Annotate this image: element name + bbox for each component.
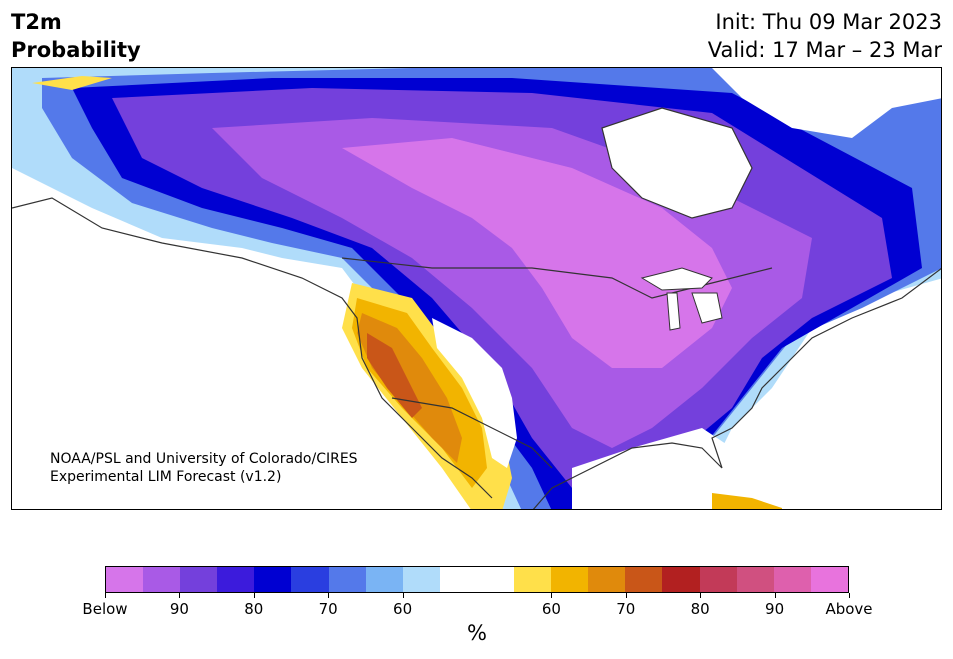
lake-superior bbox=[640, 267, 713, 291]
colorbar-tick-label: 60 bbox=[541, 600, 561, 618]
probability-fields bbox=[12, 68, 941, 509]
colorbar-tick-label: 70 bbox=[318, 600, 338, 618]
colorbar-tick-mark bbox=[551, 593, 553, 598]
field-cuba bbox=[712, 493, 782, 509]
forecast-dates: Init: Thu 09 Mar 2023 Valid: 17 Mar – 23… bbox=[708, 8, 942, 64]
colorbar-swatch bbox=[476, 567, 515, 592]
coastlines-borders bbox=[12, 107, 941, 509]
colorbar-swatch bbox=[291, 567, 329, 592]
forecast-credit: NOAA/PSL and University of Colorado/CIRE… bbox=[50, 450, 358, 486]
colorbar-swatch bbox=[217, 567, 255, 592]
us-mexico-border bbox=[391, 397, 553, 469]
colorbar-swatch bbox=[810, 567, 848, 592]
title-line-quantity: Probability bbox=[11, 38, 141, 62]
credit-line-1: NOAA/PSL and University of Colorado/CIRE… bbox=[50, 451, 358, 467]
colorbar-tick-mark bbox=[105, 593, 106, 598]
init-date: Init: Thu 09 Mar 2023 bbox=[715, 10, 942, 34]
colorbar-swatch bbox=[254, 567, 292, 592]
lake-huron bbox=[691, 292, 723, 324]
colorbar bbox=[105, 566, 849, 593]
colorbar-swatch bbox=[773, 567, 811, 592]
colorbar-swatch bbox=[143, 567, 181, 592]
colorbar-swatch bbox=[736, 567, 774, 592]
colorbar-swatch bbox=[699, 567, 737, 592]
colorbar-swatch bbox=[365, 567, 403, 592]
colorbar-swatch bbox=[180, 567, 218, 592]
field-arctic-white bbox=[712, 68, 941, 138]
field-bering-yellow bbox=[32, 76, 112, 90]
colorbar-tick-mark bbox=[253, 593, 255, 598]
colorbar-tick-label: 90 bbox=[169, 600, 189, 618]
map-panel: NOAA/PSL and University of Colorado/CIRE… bbox=[11, 67, 942, 510]
colorbar-swatch bbox=[106, 567, 144, 592]
colorbar-tick-label: Below bbox=[82, 600, 128, 618]
colorbar-swatch bbox=[551, 567, 589, 592]
us-canada-border bbox=[341, 257, 773, 299]
colorbar-tick-mark bbox=[700, 593, 702, 598]
colorbar-tick-mark bbox=[849, 593, 850, 598]
colorbar-tick-label: 80 bbox=[690, 600, 710, 618]
hudson-bay-coast bbox=[601, 107, 753, 219]
colorbar-swatch bbox=[439, 567, 477, 592]
valid-range: Valid: 17 Mar – 23 Mar bbox=[707, 38, 942, 62]
colorbar-swatch bbox=[625, 567, 663, 592]
lake-michigan bbox=[666, 292, 681, 331]
field-below bbox=[342, 138, 732, 368]
colorbar-tick-label: Above bbox=[825, 600, 873, 618]
colorbar-swatch bbox=[328, 567, 366, 592]
field-gulf-ocean bbox=[572, 428, 742, 509]
colorbar-tick-mark bbox=[625, 593, 627, 598]
colorbar-tick-mark bbox=[402, 593, 404, 598]
colorbar-tick-label: 80 bbox=[244, 600, 264, 618]
map-title: T2m Probability bbox=[11, 8, 141, 64]
colorbar-tick-label: 60 bbox=[393, 600, 413, 618]
pacific-coastline bbox=[12, 197, 493, 499]
colorbar-swatch bbox=[402, 567, 440, 592]
colorbar-unit: % bbox=[467, 621, 487, 645]
colorbar-swatch bbox=[662, 567, 700, 592]
credit-line-2: Experimental LIM Forecast (v1.2) bbox=[50, 469, 282, 485]
colorbar-swatch bbox=[588, 567, 626, 592]
probability-map bbox=[12, 68, 941, 509]
colorbar-tick-label: 70 bbox=[616, 600, 636, 618]
colorbar-tick-mark bbox=[179, 593, 181, 598]
colorbar-tick-label: 90 bbox=[765, 600, 785, 618]
colorbar-tick-mark bbox=[774, 593, 776, 598]
field-hudson-bay bbox=[602, 108, 752, 218]
great-lakes bbox=[640, 267, 723, 331]
colorbar-swatch bbox=[514, 567, 552, 592]
title-line-variable: T2m bbox=[11, 10, 62, 34]
colorbar-tick-mark bbox=[328, 593, 330, 598]
field-rust bbox=[367, 333, 422, 418]
atlantic-coastline bbox=[532, 268, 941, 509]
